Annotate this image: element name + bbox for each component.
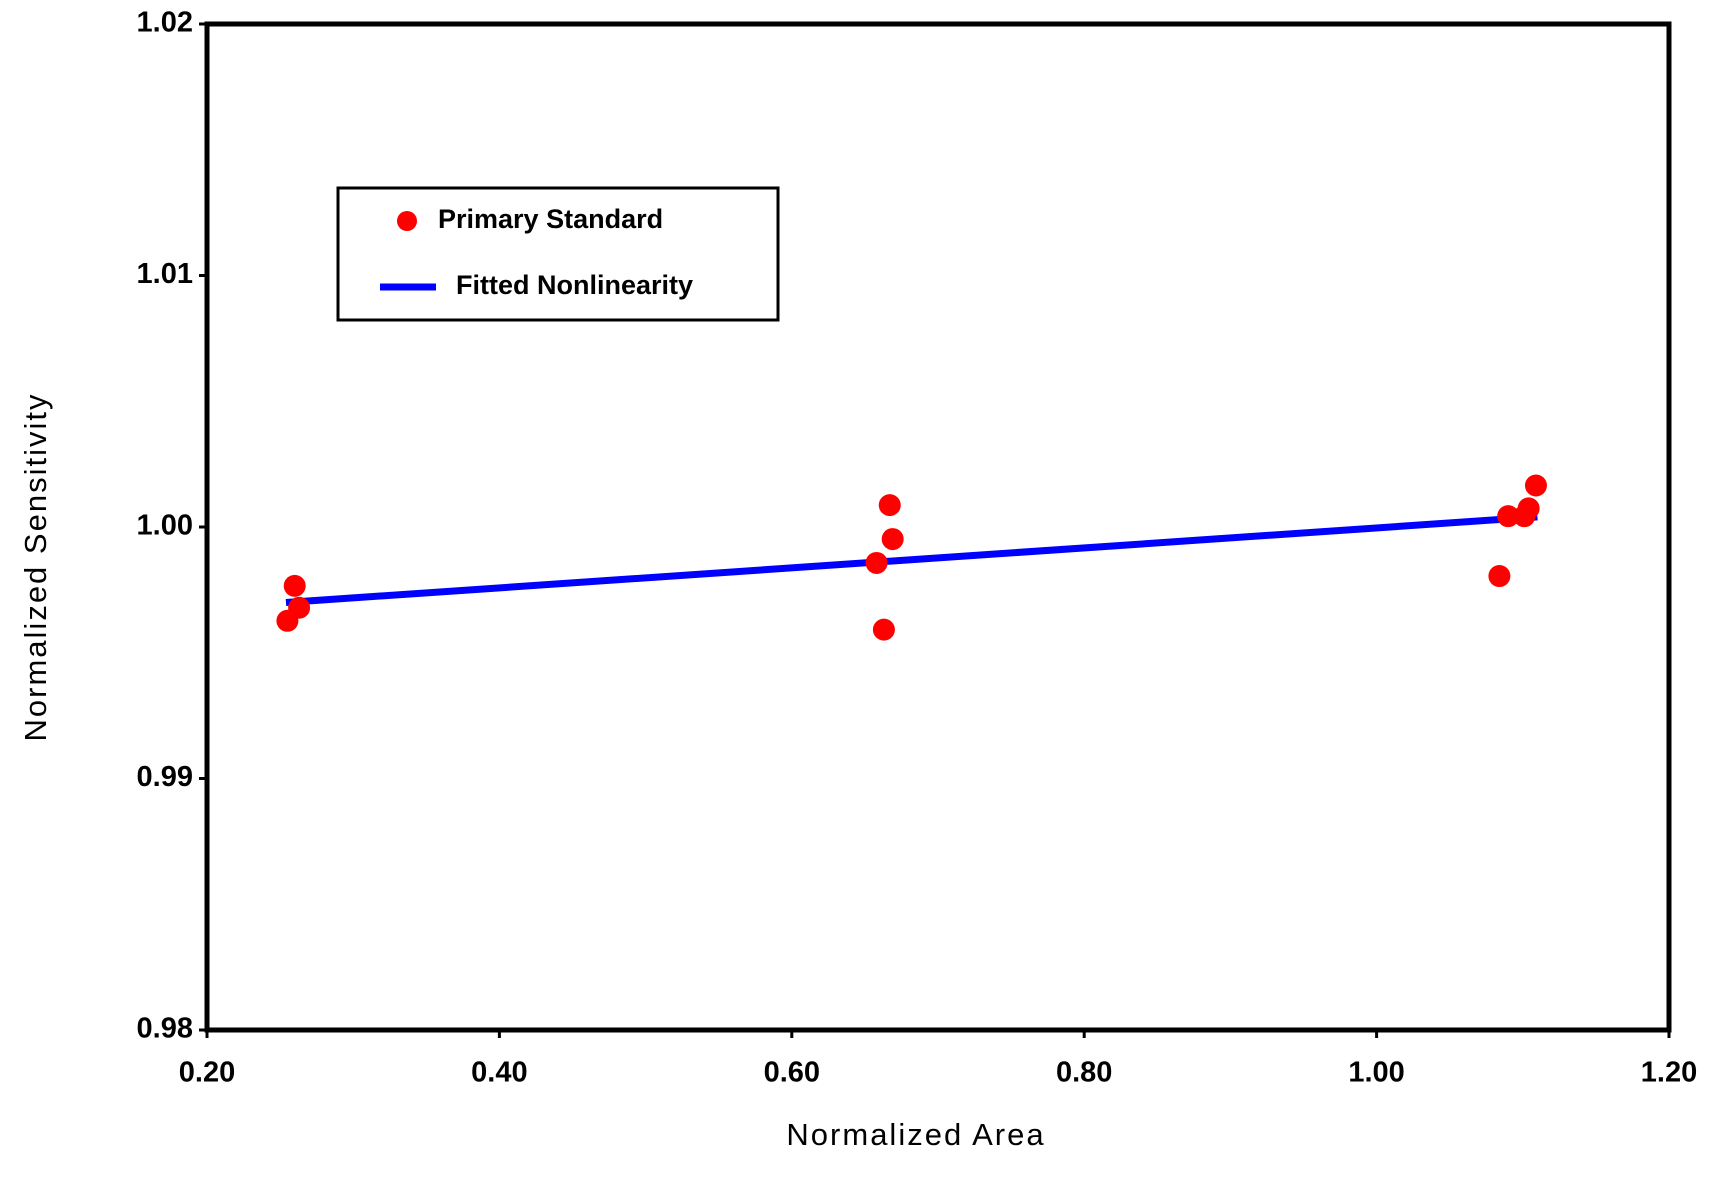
data-point [865,551,888,574]
x-tick-label: 0.20 [179,1057,235,1089]
fit-line [285,513,1538,606]
data-point [881,528,904,551]
x-tick-label: 0.60 [764,1057,820,1089]
data-point [1497,505,1520,528]
data-point [1517,497,1540,520]
data-point [1488,565,1511,588]
y-tick-label: 1.00 [137,510,193,542]
data-point [872,618,895,641]
x-axis-title: Normalized Area [786,1117,1045,1152]
x-tick-label: 0.40 [471,1057,527,1089]
legend-label: Fitted Nonlinearity [456,270,693,300]
y-tick-label: 1.02 [137,7,193,39]
legend-label: Primary Standard [438,204,663,234]
legend-box [336,186,780,322]
y-tick-label: 0.98 [137,1013,193,1045]
legend-marker [397,211,417,231]
x-tick-label: 0.80 [1056,1057,1112,1089]
data-point [283,574,306,597]
y-tick-label: 0.99 [137,761,193,793]
y-axis-title: Normalized Sensitivity [18,393,53,742]
y-tick-label: 1.01 [137,258,193,290]
x-tick-label: 1.00 [1348,1057,1404,1089]
data-point [1524,474,1547,497]
plot-frame [204,21,1672,1033]
data-point [288,596,311,619]
x-tick-label: 1.20 [1641,1057,1697,1089]
data-point [878,494,901,517]
